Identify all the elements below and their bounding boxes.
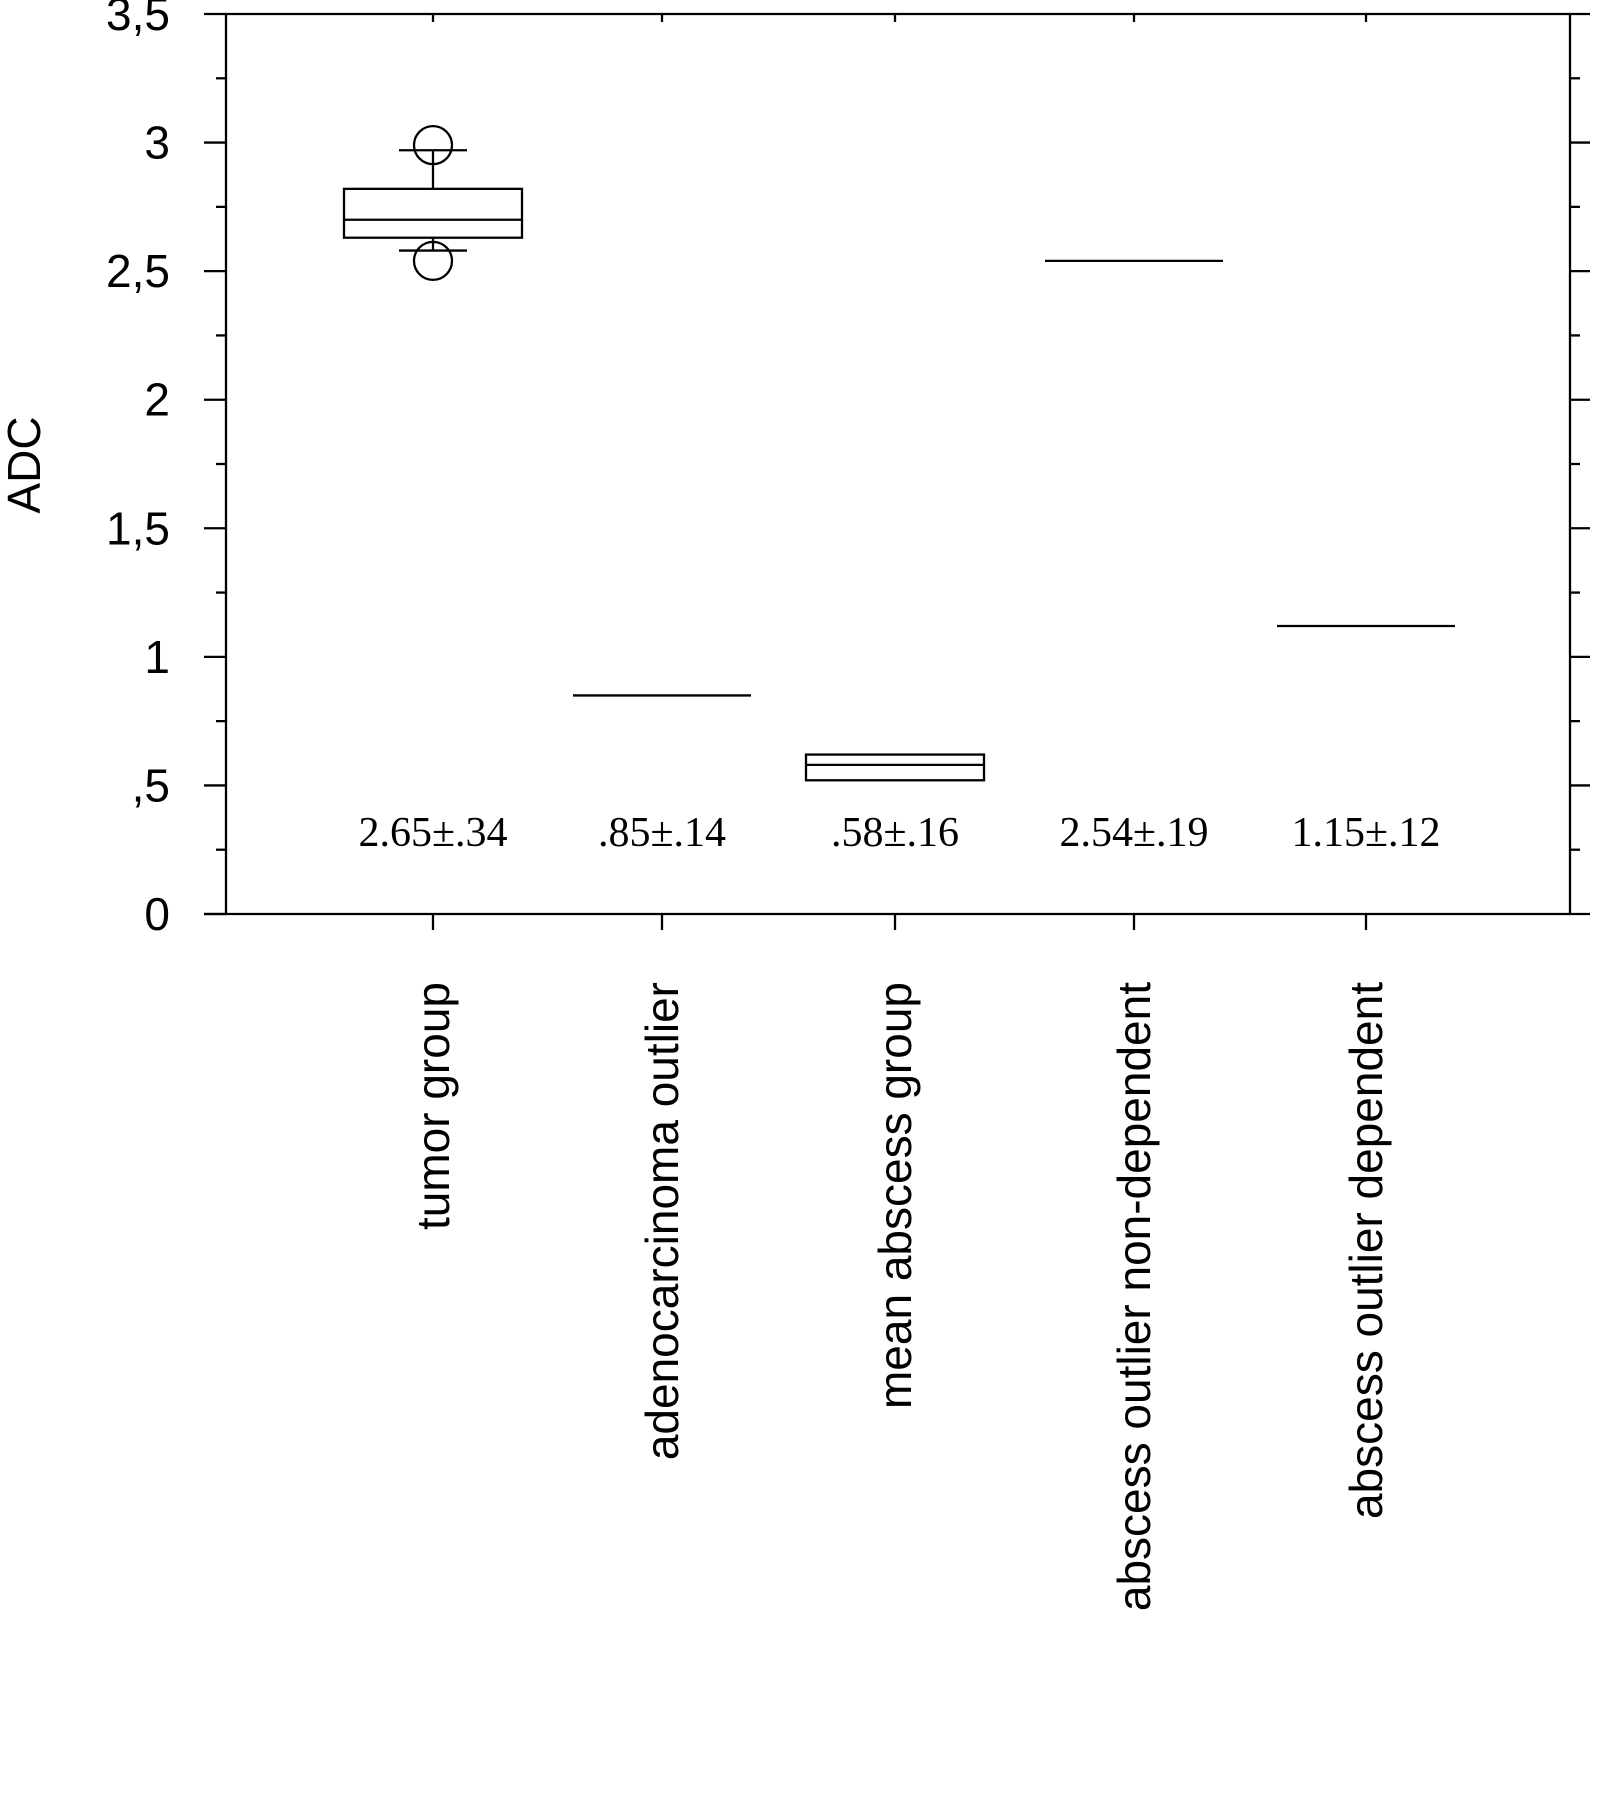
- y-tick-label: 3: [144, 117, 170, 169]
- x-tick-label: tumor group: [407, 982, 459, 1230]
- y-tick-label: 3,5: [106, 0, 170, 40]
- y-tick-label: 1,5: [106, 502, 170, 554]
- outlier: [412, 240, 454, 282]
- y-axis-label: ADC: [0, 416, 50, 513]
- annotation: 2.65±.34: [358, 810, 507, 856]
- annotation: 1.15±.12: [1291, 810, 1440, 856]
- annotation: 2.54±.19: [1059, 810, 1208, 856]
- y-tick-label: 1: [144, 631, 170, 683]
- outlier: [412, 124, 454, 166]
- y-tick-label: 0: [144, 888, 170, 940]
- x-tick-label: abscess outlier non-dependent: [1108, 982, 1160, 1611]
- y-tick-label: 2: [144, 374, 170, 426]
- box: [804, 753, 986, 782]
- x-tick-label: adenocarcinoma outlier: [636, 982, 688, 1460]
- y-tick-label: ,5: [132, 759, 170, 811]
- x-tick-label: abscess outlier dependent: [1340, 982, 1392, 1519]
- annotation: .85±.14: [598, 810, 726, 856]
- x-tick-label: mean abscess group: [869, 982, 921, 1409]
- annotation: .58±.16: [831, 810, 959, 856]
- y-tick-label: 2,5: [106, 245, 170, 297]
- box: [342, 187, 524, 239]
